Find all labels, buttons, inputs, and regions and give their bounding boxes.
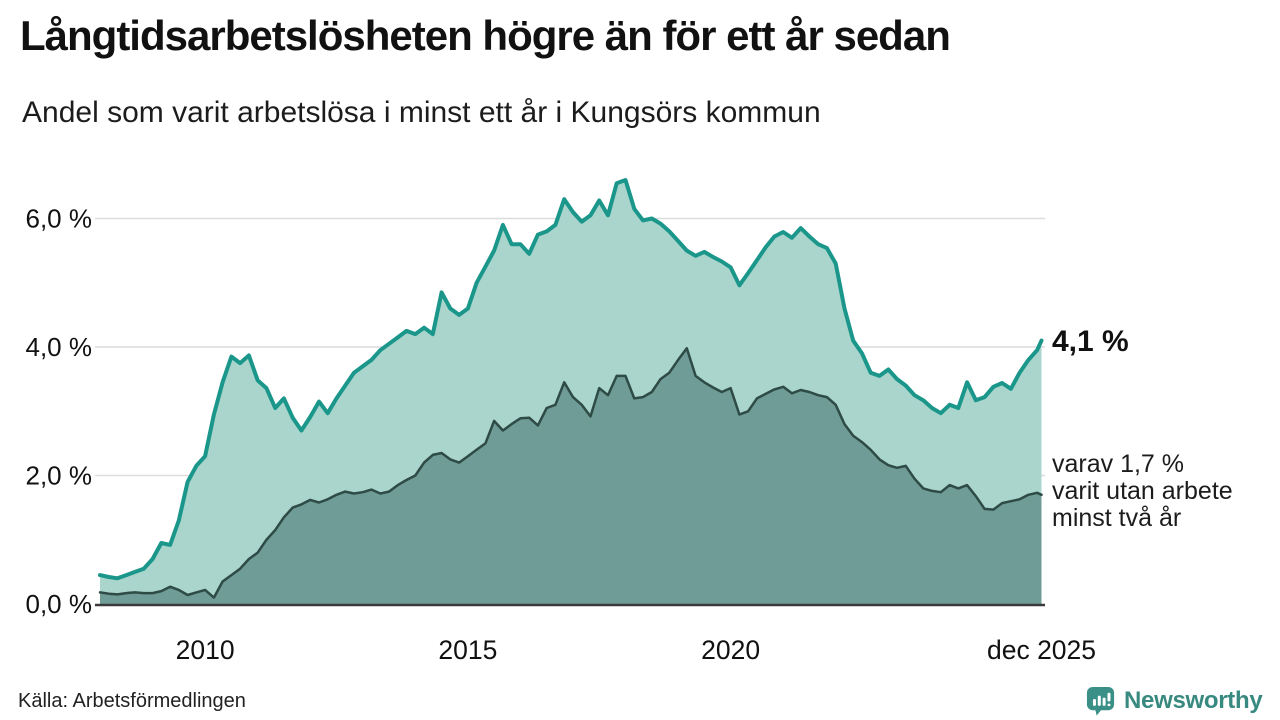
- page-subtitle: Andel som varit arbetslösa i minst ett å…: [22, 96, 821, 129]
- newsworthy-logo: Newsworthy: [1085, 685, 1263, 716]
- annotation-secondary-line1: varav 1,7 %: [1052, 450, 1185, 478]
- y-axis-label-2pct: 2,0 %: [26, 461, 93, 491]
- newsworthy-wordmark: Newsworthy: [1124, 686, 1263, 714]
- series-line-over-1-year: [98, 178, 1044, 581]
- annotation-latest-value: 4,1 %: [1052, 325, 1129, 358]
- y-axis-label-4pct: 4,0 %: [26, 332, 93, 362]
- annotation-secondary-line2: varit utan arbete: [1052, 477, 1233, 505]
- x-axis-label-dec-2025: dec 2025: [987, 635, 1096, 665]
- y-axis-label-0pct: 0,0 %: [26, 589, 93, 619]
- annotation-secondary: varav 1,7 % varit utan arbete minst två …: [1052, 451, 1233, 532]
- newsworthy-speech-bubble-chart-icon: [1086, 686, 1115, 716]
- x-axis-label-2015: 2015: [438, 635, 497, 665]
- annotation-secondary-line3: minst två år: [1052, 504, 1182, 532]
- y-axis-label-6pct: 6,0 %: [26, 204, 93, 234]
- x-axis-label-2020: 2020: [701, 635, 760, 665]
- page-title: Långtidsarbetslösheten högre än för ett …: [20, 12, 951, 59]
- series-area-over-2-years: [100, 348, 1042, 604]
- source-label: Källa: Arbetsförmedlingen: [18, 690, 246, 712]
- series-line-over-2-years: [98, 347, 1043, 599]
- x-axis-label-2010: 2010: [176, 635, 235, 665]
